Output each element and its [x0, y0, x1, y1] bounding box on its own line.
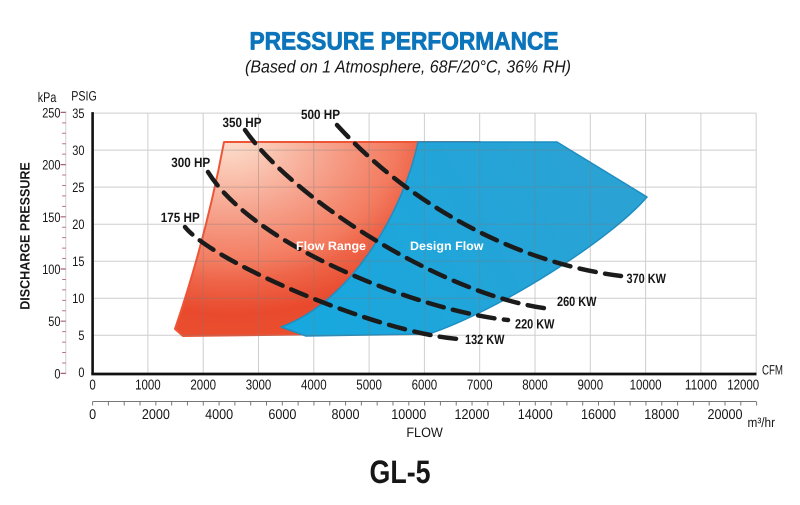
- svg-text:10000: 10000: [391, 407, 426, 423]
- svg-text:4000: 4000: [301, 377, 327, 393]
- svg-text:200: 200: [42, 158, 61, 173]
- svg-text:14000: 14000: [518, 407, 553, 423]
- svg-text:25: 25: [72, 180, 85, 195]
- svg-text:150: 150: [42, 210, 61, 225]
- svg-text:Design Flow: Design Flow: [410, 239, 484, 253]
- svg-text:FLOW: FLOW: [406, 425, 443, 440]
- svg-text:9000: 9000: [578, 377, 604, 393]
- svg-text:250: 250: [42, 105, 61, 120]
- svg-text:0: 0: [89, 377, 95, 393]
- svg-text:Flow Range: Flow Range: [296, 239, 366, 253]
- svg-text:m³/hr: m³/hr: [748, 415, 776, 430]
- svg-text:50: 50: [48, 314, 61, 329]
- svg-text:5: 5: [78, 328, 84, 343]
- svg-text:6000: 6000: [268, 407, 296, 423]
- svg-text:0: 0: [89, 407, 96, 423]
- svg-text:12000: 12000: [455, 407, 490, 423]
- svg-text:GL-5: GL-5: [370, 454, 431, 490]
- svg-text:18000: 18000: [644, 407, 679, 423]
- svg-text:10: 10: [72, 291, 85, 306]
- svg-text:10000: 10000: [630, 377, 662, 393]
- svg-text:370 KW: 370 KW: [627, 271, 667, 286]
- svg-text:132 KW: 132 KW: [465, 332, 505, 347]
- svg-text:300 HP: 300 HP: [171, 155, 210, 170]
- svg-text:20: 20: [72, 217, 85, 232]
- svg-text:0: 0: [54, 366, 60, 381]
- svg-text:CFM: CFM: [762, 363, 783, 378]
- svg-text:100: 100: [42, 262, 61, 277]
- svg-text:500 HP: 500 HP: [301, 107, 340, 122]
- svg-text:3000: 3000: [246, 377, 272, 393]
- svg-text:2000: 2000: [142, 407, 170, 423]
- svg-text:7000: 7000: [467, 377, 493, 393]
- svg-text:1000: 1000: [135, 377, 161, 393]
- svg-text:(Based on 1 Atmosphere, 68F/20: (Based on 1 Atmosphere, 68F/20°C, 36% RH…: [245, 57, 571, 77]
- svg-text:30: 30: [72, 143, 85, 158]
- svg-text:350 HP: 350 HP: [223, 115, 262, 130]
- svg-text:8000: 8000: [522, 377, 548, 393]
- svg-text:11000: 11000: [685, 377, 717, 393]
- svg-text:8000: 8000: [332, 407, 360, 423]
- svg-text:6000: 6000: [412, 377, 438, 393]
- svg-text:260 KW: 260 KW: [557, 294, 597, 309]
- svg-text:220 KW: 220 KW: [515, 317, 555, 332]
- svg-text:35: 35: [72, 106, 85, 121]
- svg-text:20000: 20000: [708, 407, 743, 423]
- svg-text:16000: 16000: [581, 407, 616, 423]
- svg-text:2000: 2000: [190, 377, 216, 393]
- svg-text:DISCHARGE PRESSURE: DISCHARGE PRESSURE: [17, 162, 32, 310]
- svg-text:PRESSURE PERFORMANCE: PRESSURE PERFORMANCE: [250, 28, 559, 56]
- svg-text:5000: 5000: [356, 377, 382, 393]
- svg-text:4000: 4000: [205, 407, 233, 423]
- svg-text:15: 15: [72, 254, 85, 269]
- svg-text:kPa: kPa: [38, 89, 57, 105]
- svg-text:12000: 12000: [727, 377, 759, 393]
- svg-text:0: 0: [78, 365, 84, 380]
- svg-text:175 HP: 175 HP: [161, 210, 200, 225]
- svg-text:PSIG: PSIG: [71, 88, 97, 103]
